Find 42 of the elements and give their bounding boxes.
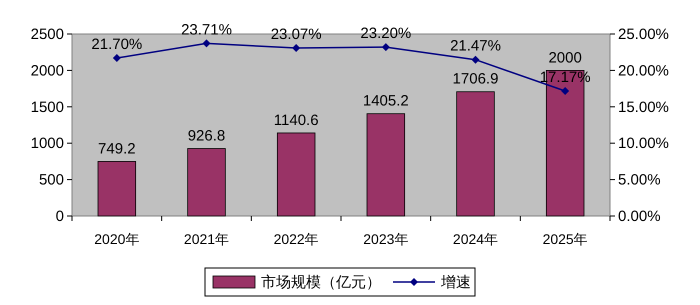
data-label: 23.07% — [270, 26, 322, 44]
data-label: 1706.9 — [452, 70, 498, 88]
data-label: 926.8 — [188, 128, 226, 145]
bar — [456, 91, 495, 216]
point — [561, 87, 570, 95]
legend-label: 增速 — [440, 274, 471, 291]
data-label: 21.70% — [91, 36, 142, 54]
point — [292, 44, 300, 52]
y-tick-label: 2500 — [30, 26, 64, 43]
data-label: 1140.6 — [274, 112, 319, 129]
x-tick-label: 2020年 — [94, 231, 140, 247]
data-label: 23.71% — [181, 21, 232, 38]
point — [382, 43, 390, 52]
y-tick-label: 0 — [56, 208, 64, 225]
y2-tick-label: 15.00% — [618, 98, 669, 116]
bar — [98, 161, 136, 216]
y-tick-label: 500 — [38, 172, 64, 189]
point — [112, 54, 121, 62]
x-tick-label: 2024年 — [452, 231, 498, 247]
bar — [187, 148, 226, 216]
y2-tick-label: 0.00% — [618, 208, 661, 225]
y-tick-label: 2000 — [30, 62, 64, 80]
data-label: 23.20% — [360, 25, 412, 42]
data-label: 21.47% — [450, 38, 501, 55]
legend-label: 市场规模（亿元） — [261, 274, 381, 291]
y-tick-label: 1500 — [30, 98, 64, 116]
y2-tick-label: 10.00% — [618, 135, 669, 152]
x-tick-label: 2021年 — [184, 231, 230, 247]
data-label: 749.2 — [98, 140, 136, 158]
x-tick-label: 2025年 — [542, 231, 588, 247]
y2-tick-label: 20.00% — [618, 62, 669, 80]
y2-tick-label: 5.00% — [618, 172, 661, 189]
point — [472, 56, 480, 64]
x-tick-label: 2022年 — [274, 231, 319, 247]
y2-tick-label: 25.00% — [618, 26, 669, 43]
data-label: 2000 — [548, 49, 582, 66]
x-tick-label: 2023年 — [363, 231, 408, 247]
y-tick-label: 1000 — [30, 135, 64, 152]
point — [202, 39, 210, 48]
bar — [276, 132, 316, 216]
data-label: 1405.2 — [362, 92, 409, 110]
bar — [366, 113, 406, 216]
